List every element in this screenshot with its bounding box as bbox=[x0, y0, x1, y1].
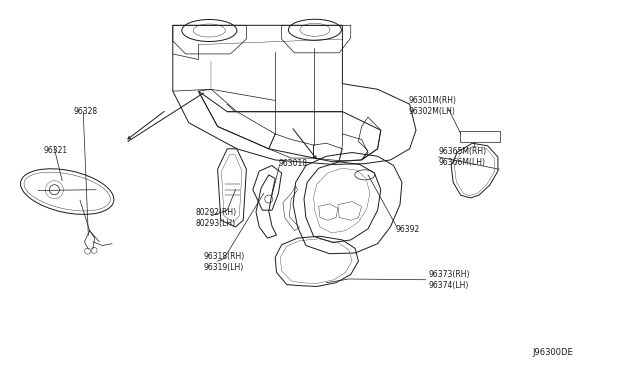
Text: 80292(RH)
80293(LH): 80292(RH) 80293(LH) bbox=[195, 208, 236, 228]
Text: 96365M(RH)
96366M(LH): 96365M(RH) 96366M(LH) bbox=[438, 147, 486, 167]
Text: 96318(RH)
96319(LH): 96318(RH) 96319(LH) bbox=[204, 252, 244, 272]
Text: 96392: 96392 bbox=[396, 225, 420, 234]
Text: 96373(RH)
96374(LH): 96373(RH) 96374(LH) bbox=[429, 270, 470, 290]
Text: 96328: 96328 bbox=[74, 107, 98, 116]
Text: J96300DE: J96300DE bbox=[532, 348, 573, 357]
Text: 96301M(RH)
96302M(LH): 96301M(RH) 96302M(LH) bbox=[408, 96, 456, 116]
Text: 96321: 96321 bbox=[44, 146, 68, 155]
Text: 963018: 963018 bbox=[278, 159, 307, 168]
